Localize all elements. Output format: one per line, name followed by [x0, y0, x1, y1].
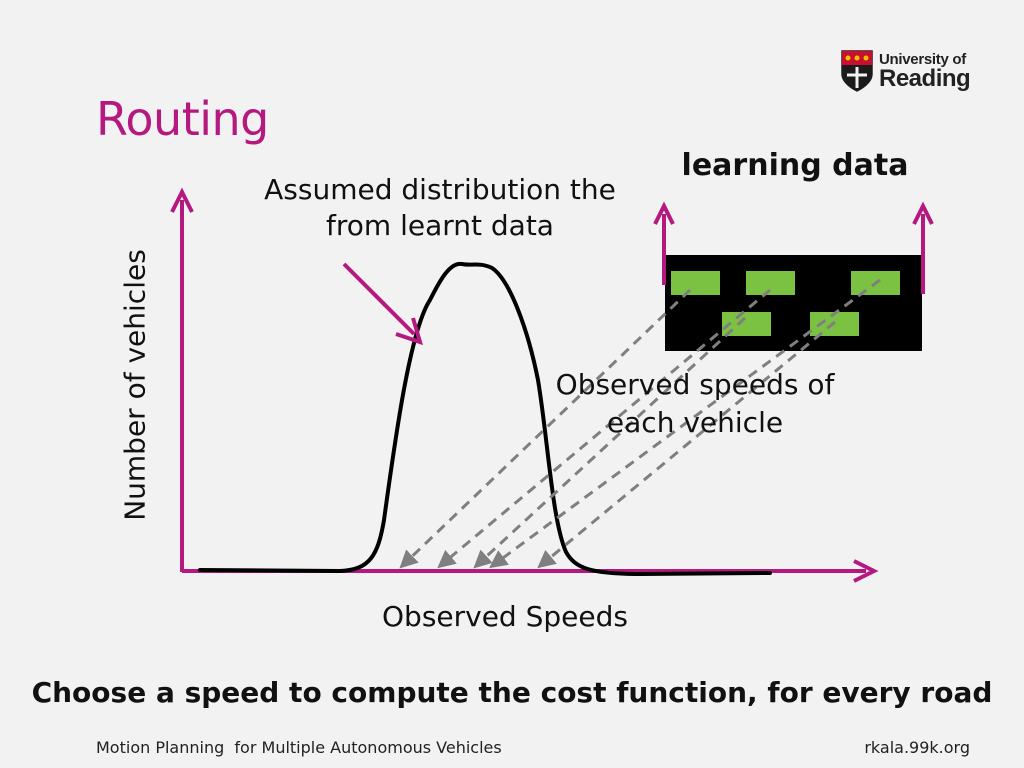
distribution-label-line-2: from learnt data: [326, 209, 554, 242]
dashed-arrow-icon: [537, 320, 836, 569]
speed-mapping-arrows: [399, 278, 881, 569]
logo-line-1: University of: [879, 50, 966, 68]
y-axis: [170, 187, 194, 572]
observed-speeds-label-line-1: Observed speeds of: [555, 368, 835, 401]
road-direction-arrows: [653, 201, 934, 294]
key-statement: Choose a speed to compute the cost funct…: [31, 676, 993, 709]
distribution-label: Assumed distribution the from learnt dat…: [240, 172, 640, 244]
slide-title: Routing: [96, 92, 269, 146]
y-axis-arrowhead-icon: [170, 187, 194, 213]
learning-data-road: [665, 255, 922, 351]
observed-speeds-label: Observed speeds of each vehicle: [530, 366, 860, 442]
road-segment: [665, 255, 922, 351]
dashed-arrow-icon: [437, 288, 771, 569]
distribution-label-line-1: Assumed distribution the: [264, 173, 616, 206]
x-axis-label: Observed Speeds: [382, 600, 628, 633]
pointer-arrow-icon: [342, 262, 423, 346]
x-axis-arrowhead-icon: [853, 559, 879, 583]
vehicle: [671, 271, 720, 295]
logo-wordmark: University of Reading: [879, 50, 971, 92]
dashed-arrow-icon: [473, 316, 747, 569]
footer-website: rkala.99k.org: [864, 738, 970, 757]
up-arrow-icon: [912, 201, 934, 225]
dashed-arrow-icon: [399, 288, 692, 569]
y-axis-label: Number of vehicles: [118, 249, 152, 521]
up-arrow-icon: [653, 201, 675, 225]
logo-line-2: Reading: [879, 64, 971, 92]
university-logo: University of Reading: [841, 48, 981, 94]
learning-data-label: learning data: [681, 148, 909, 183]
footer-course-title: Motion Planning for Multiple Autonomous …: [96, 738, 502, 757]
shield-icon: [841, 50, 873, 92]
dashed-arrow-icon: [489, 278, 881, 569]
distribution-curve: [198, 261, 772, 576]
observed-speeds-label-line-2: each vehicle: [606, 406, 784, 439]
